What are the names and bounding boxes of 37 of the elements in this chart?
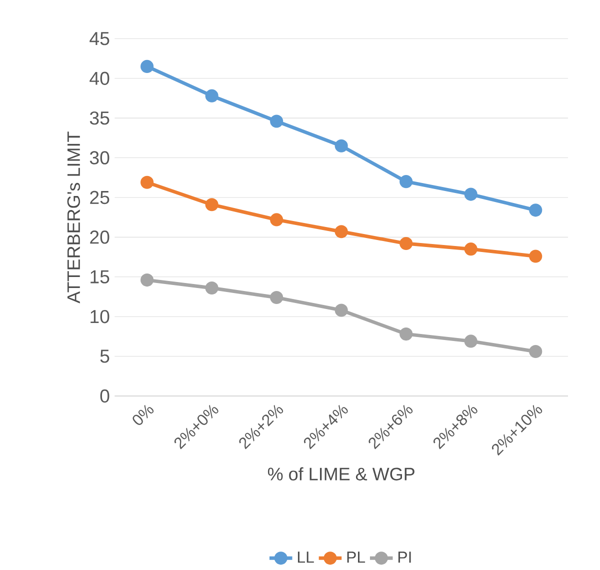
point [464,334,478,348]
point [140,60,154,73]
point [529,250,542,263]
y-tick-label: 30 [90,151,110,164]
y-tick-label: 10 [90,310,110,324]
point [529,204,542,217]
point [529,344,542,358]
point [270,213,284,226]
y-axis-title: ATTERBERG's LIMIT [67,132,80,304]
y-tick-label: 0 [100,389,110,403]
point [270,290,284,304]
point [205,198,218,212]
point [334,225,348,238]
point [334,304,348,317]
y-tick-label: 35 [90,111,110,125]
point [464,242,478,256]
legend-label: PI [398,552,411,563]
point [400,236,413,250]
legend-label: LL [298,552,314,563]
y-tick-label: 5 [100,350,110,363]
y-tick-label: 20 [90,230,110,244]
point [400,328,413,341]
y-tick-label: 25 [90,190,110,204]
legend-label: PL [347,552,366,563]
y-tick-label: 40 [90,72,110,85]
point [334,139,348,152]
point [140,176,154,189]
y-tick-label: 15 [90,270,110,284]
x-tick-label: 0% [132,404,154,425]
point [270,114,284,128]
point [400,175,413,188]
x-axis-title: % of LIME & WGP [268,467,414,480]
y-tick-label: 45 [90,32,110,46]
point [205,89,218,102]
point [205,281,218,295]
point [464,188,478,201]
point [140,274,154,287]
